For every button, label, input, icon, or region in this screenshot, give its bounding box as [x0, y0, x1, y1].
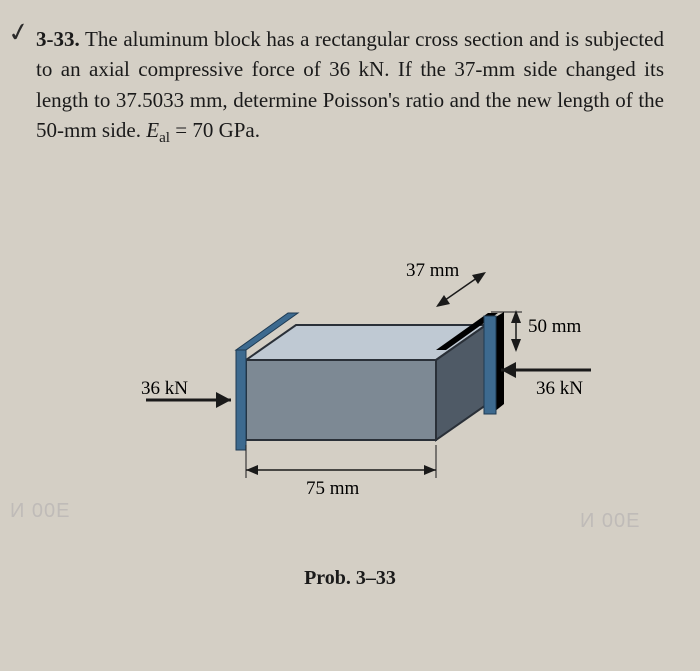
dim-top-label: 37 mm [406, 260, 459, 282]
modulus-subscript: al [159, 131, 170, 147]
problem-number: 3-33. [36, 27, 80, 51]
dim-side-label: 50 mm [528, 316, 581, 338]
modulus-value: = 70 GPa. [175, 118, 260, 142]
problem-line-0: The aluminum block has a rectangular cro… [85, 27, 523, 51]
figure-diagram: 36 kN 36 kN 37 mm 50 mm 75 mm Prob. 3–33 [36, 230, 664, 610]
figure-caption: Prob. 3–33 [304, 567, 396, 590]
force-left-label: 36 kN [141, 378, 188, 400]
block-svg [36, 230, 676, 570]
problem-line-4: side. [102, 118, 141, 142]
dim-bottom-label: 75 mm [306, 478, 359, 500]
checkmark-annotation: ✓ [6, 16, 33, 49]
modulus-symbol: E [146, 118, 159, 142]
problem-statement: 3-33. The aluminum block has a rectangul… [36, 24, 664, 150]
force-right-label: 36 kN [536, 378, 583, 400]
